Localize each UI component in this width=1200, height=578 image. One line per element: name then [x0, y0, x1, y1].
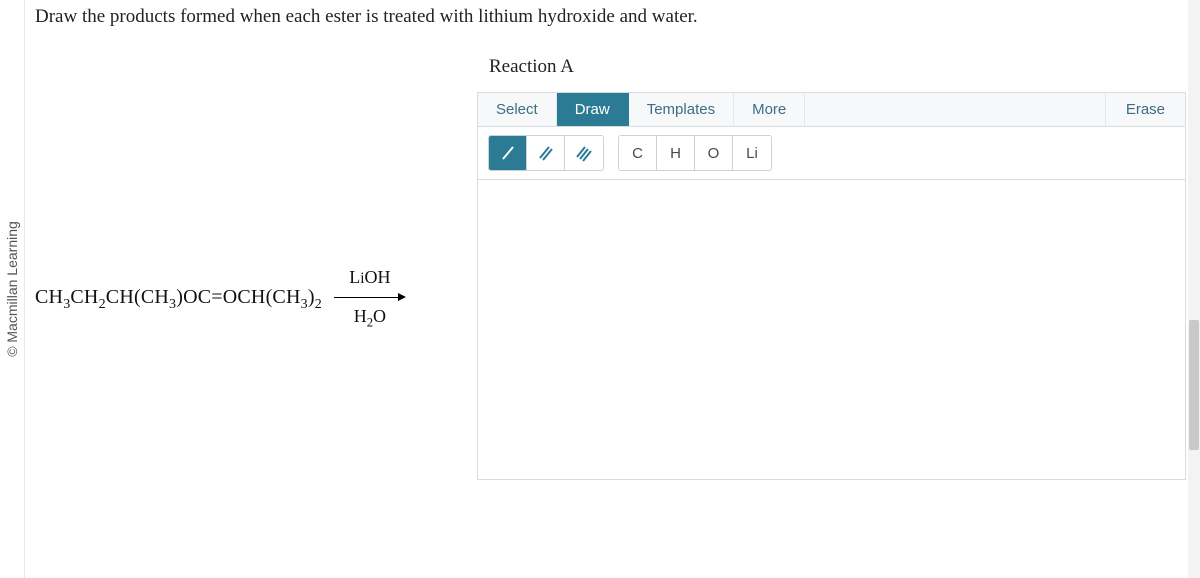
atom-c[interactable]: C	[619, 136, 657, 170]
scrollbar-track[interactable]	[1188, 0, 1200, 578]
reaction-arrow	[334, 290, 406, 304]
editor-title: Reaction A	[489, 56, 1190, 78]
reagent-bottom: H2O	[354, 306, 386, 331]
atom-li[interactable]: Li	[733, 136, 771, 170]
ester-formula: CH3CH2CH(CH3)OC=OCH(CH3)2	[35, 286, 322, 313]
tab-templates[interactable]: Templates	[629, 93, 734, 126]
tab-erase[interactable]: Erase	[1105, 93, 1185, 126]
triple-bond-tool[interactable]	[565, 136, 603, 170]
tab-draw[interactable]: Draw	[557, 93, 629, 126]
tab-select[interactable]: Select	[478, 93, 557, 126]
atom-h[interactable]: H	[657, 136, 695, 170]
tab-spacer	[805, 93, 1105, 126]
triple-bond-icon	[574, 143, 594, 163]
tab-row: Select Draw Templates More Erase	[477, 92, 1186, 126]
single-bond-tool[interactable]	[489, 136, 527, 170]
main-panel: Draw the products formed when each ester…	[24, 0, 1200, 578]
question-text: Draw the products formed when each ester…	[33, 6, 1190, 38]
scrollbar-thumb[interactable]	[1189, 320, 1199, 450]
atom-o[interactable]: O	[695, 136, 733, 170]
content-row: CH3CH2CH(CH3)OC=OCH(CH3)2 LiOH H2O React…	[33, 38, 1190, 560]
atom-tool-group: C H O Li	[618, 135, 772, 171]
drawing-canvas[interactable]	[477, 180, 1186, 480]
reagent-top: LiOH	[349, 267, 390, 288]
reaction-equation: CH3CH2CH(CH3)OC=OCH(CH3)2 LiOH H2O	[35, 267, 463, 331]
tool-row: C H O Li	[477, 126, 1186, 180]
copyright-text: © Macmillan Learning	[4, 221, 20, 357]
double-bond-icon	[536, 143, 556, 163]
double-bond-tool[interactable]	[527, 136, 565, 170]
reaction-arrow-group: LiOH H2O	[334, 267, 406, 331]
single-bond-icon	[498, 143, 518, 163]
editor-column: Reaction A Select Draw Templates More Er…	[463, 38, 1190, 560]
tab-more[interactable]: More	[734, 93, 805, 126]
editor-toolbar: Select Draw Templates More Erase	[477, 92, 1186, 180]
copyright-sidebar: © Macmillan Learning	[0, 0, 24, 578]
reaction-column: CH3CH2CH(CH3)OC=OCH(CH3)2 LiOH H2O	[33, 267, 463, 331]
bond-tool-group	[488, 135, 604, 171]
